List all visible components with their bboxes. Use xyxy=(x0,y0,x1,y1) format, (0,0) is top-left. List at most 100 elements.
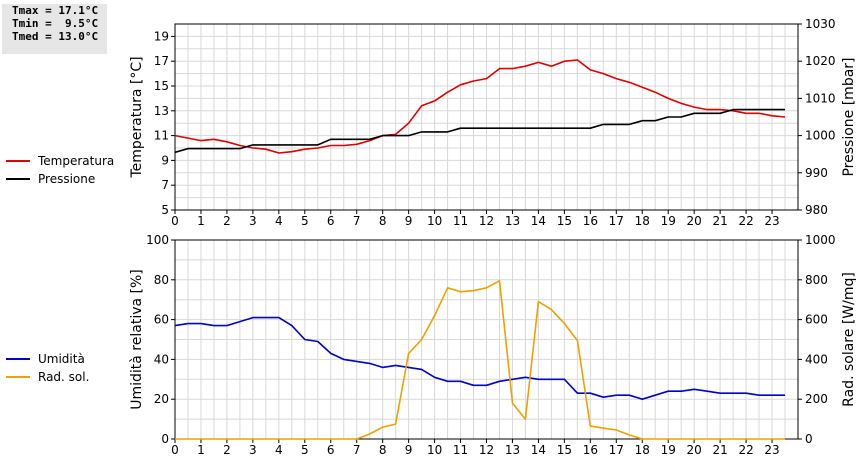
p0-series-temperatura xyxy=(174,59,786,154)
p0-xtick-label: 11 xyxy=(453,214,468,228)
p0-xtick-label: 2 xyxy=(223,214,231,228)
legend-item-umidita: Umidità xyxy=(6,350,89,368)
p1-ytick-label: 40 xyxy=(154,352,169,366)
legend-swatch-umidita xyxy=(6,358,30,360)
p1-xtick-label: 13 xyxy=(505,443,520,457)
tmax-label: Tmax = 17.1°C xyxy=(12,4,99,17)
p1-series-radsol xyxy=(175,279,785,440)
legend-label-temperatura: Temperatura xyxy=(38,154,115,168)
p1-xtick-label: 15 xyxy=(557,443,572,457)
p1-xtick-label: 22 xyxy=(738,443,753,457)
p1-y2tick-label: 400 xyxy=(805,352,828,366)
p0-xtick-label: 4 xyxy=(275,214,283,228)
p1-xtick-label: 10 xyxy=(427,443,442,457)
legend-item-pressione: Pressione xyxy=(6,170,114,188)
legend-label-radsol: Rad. sol. xyxy=(38,370,90,384)
p0-ytick-label: 13 xyxy=(154,104,169,118)
p1-ytick-label: 80 xyxy=(154,273,169,287)
p0-ytick-label: 9 xyxy=(161,153,169,167)
p1-xtick-label: 4 xyxy=(275,443,283,457)
legend-swatch-temperatura xyxy=(6,160,30,162)
p0-y2tick-label: 1020 xyxy=(805,54,836,68)
p1-xtick-label: 20 xyxy=(687,443,702,457)
p1-xtick-label: 9 xyxy=(405,443,413,457)
p0-xtick-label: 10 xyxy=(427,214,442,228)
p0-xtick-label: 18 xyxy=(635,214,650,228)
stats-box: Tmax = 17.1°C Tmin = 9.5°C Tmed = 13.0°C xyxy=(2,4,107,54)
p0-xtick-label: 16 xyxy=(583,214,598,228)
p1-y2tick-label: 1000 xyxy=(805,233,836,247)
p1-xtick-label: 3 xyxy=(249,443,257,457)
p1-xtick-label: 1 xyxy=(197,443,205,457)
p0-y2tick-label: 1000 xyxy=(805,129,836,143)
legend-swatch-radsol xyxy=(6,376,30,378)
legend-item-temperatura: Temperatura xyxy=(6,152,114,170)
p0-xtick-label: 17 xyxy=(609,214,624,228)
p0-xtick-label: 20 xyxy=(687,214,702,228)
p0-ytick-label: 15 xyxy=(154,79,169,93)
p1-xtick-label: 11 xyxy=(453,443,468,457)
p0-y2tick-label: 990 xyxy=(805,166,828,180)
p1-xtick-label: 5 xyxy=(301,443,309,457)
p1-ytick-label: 0 xyxy=(161,432,169,446)
p0-xtick-label: 3 xyxy=(249,214,257,228)
p1-y2label: Rad. solare [W/mq] xyxy=(841,272,857,407)
p1-xtick-label: 7 xyxy=(353,443,361,457)
legend-swatch-pressione xyxy=(6,178,30,180)
p1-xtick-label: 0 xyxy=(171,443,179,457)
p0-xtick-label: 12 xyxy=(479,214,494,228)
legend-item-radsol: Rad. sol. xyxy=(6,368,89,386)
p0-ylabel: Temperatura [°C] xyxy=(129,56,145,178)
p0-ytick-label: 19 xyxy=(154,29,169,43)
p0-xtick-label: 5 xyxy=(301,214,309,228)
tmed-label: Tmed = 13.0°C xyxy=(12,30,99,43)
p1-ytick-label: 100 xyxy=(146,233,169,247)
p1-ytick-label: 60 xyxy=(154,313,169,327)
p0-series-pressione xyxy=(174,108,785,154)
p1-xtick-label: 8 xyxy=(379,443,387,457)
p0-xtick-label: 0 xyxy=(171,214,179,228)
p1-xtick-label: 14 xyxy=(531,443,546,457)
p0-xtick-label: 8 xyxy=(379,214,387,228)
p1-xtick-label: 6 xyxy=(327,443,335,457)
p0-xtick-label: 23 xyxy=(764,214,779,228)
p1-xtick-label: 19 xyxy=(661,443,676,457)
p0-xtick-label: 15 xyxy=(557,214,572,228)
p1-y2tick-label: 800 xyxy=(805,273,828,287)
p0-y2tick-label: 980 xyxy=(805,203,828,217)
p1-xtick-label: 17 xyxy=(609,443,624,457)
p1-y2tick-label: 0 xyxy=(805,432,813,446)
legend-bottom: Umidità Rad. sol. xyxy=(6,350,89,386)
p0-xtick-label: 13 xyxy=(505,214,520,228)
legend-label-pressione: Pressione xyxy=(38,172,96,186)
p0-ytick-label: 7 xyxy=(161,178,169,192)
p1-series-umidita xyxy=(174,316,785,401)
p1-xtick-label: 2 xyxy=(223,443,231,457)
p0-xtick-label: 9 xyxy=(405,214,413,228)
p1-xtick-label: 21 xyxy=(712,443,727,457)
p1-xtick-label: 12 xyxy=(479,443,494,457)
p0-ytick-label: 17 xyxy=(154,54,169,68)
p1-xtick-label: 23 xyxy=(764,443,779,457)
p1-y2tick-label: 200 xyxy=(805,392,828,406)
p0-xtick-label: 19 xyxy=(661,214,676,228)
p0-xtick-label: 7 xyxy=(353,214,361,228)
p1-ytick-label: 20 xyxy=(154,392,169,406)
p0-y2label: Pressione [mbar] xyxy=(841,57,857,176)
legend-top: Temperatura Pressione xyxy=(6,152,114,188)
p1-xtick-label: 16 xyxy=(583,443,598,457)
p1-y2tick-label: 600 xyxy=(805,313,828,327)
p0-xtick-label: 22 xyxy=(738,214,753,228)
p0-y2tick-label: 1030 xyxy=(805,17,836,31)
p0-ytick-label: 5 xyxy=(161,203,169,217)
legend-label-umidita: Umidità xyxy=(38,352,85,366)
p0-y2tick-label: 1010 xyxy=(805,91,836,105)
p1-ylabel: Umidità relativa [%] xyxy=(129,269,145,410)
p0-xtick-label: 14 xyxy=(531,214,546,228)
p0-xtick-label: 1 xyxy=(197,214,205,228)
tmin-label: Tmin = 9.5°C xyxy=(12,17,99,30)
p0-xtick-label: 21 xyxy=(712,214,727,228)
p1-xtick-label: 18 xyxy=(635,443,650,457)
p0-ytick-label: 11 xyxy=(154,129,169,143)
